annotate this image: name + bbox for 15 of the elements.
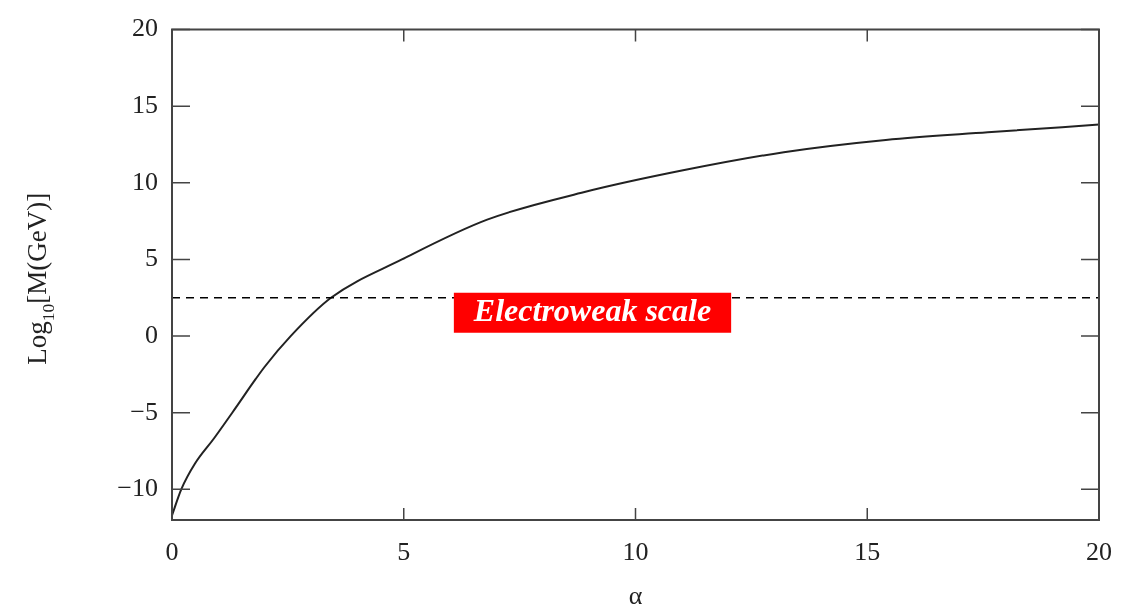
y-tick-label: 15 bbox=[132, 90, 158, 120]
y-tick-label: −10 bbox=[117, 473, 158, 503]
y-tick-label: 5 bbox=[145, 243, 158, 273]
y-tick-label: 20 bbox=[132, 13, 158, 43]
y-tick-label: 10 bbox=[132, 166, 158, 196]
x-tick-label: 15 bbox=[854, 537, 881, 567]
x-tick-label: 20 bbox=[1086, 537, 1112, 567]
x-tick-label: 10 bbox=[622, 537, 649, 567]
x-tick-label: 0 bbox=[165, 537, 179, 567]
y-axis-title: Log10[M(GeV)] bbox=[22, 192, 59, 365]
x-tick-label: 5 bbox=[397, 537, 411, 567]
y-tick-label: 0 bbox=[145, 319, 158, 349]
ref-line-label: Electroweak scale bbox=[472, 292, 712, 329]
y-tick-label: −5 bbox=[130, 396, 158, 426]
x-axis-title: α bbox=[628, 581, 643, 609]
